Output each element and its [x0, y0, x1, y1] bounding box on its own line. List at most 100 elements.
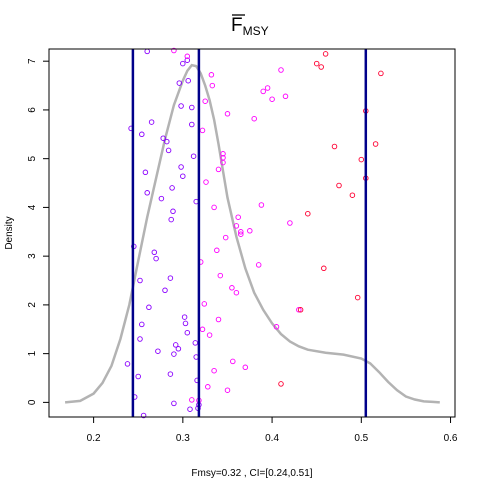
x-axis: 0.2 0.3 0.4 0.5 0.6: [87, 417, 458, 444]
data-point: [258, 202, 265, 208]
data-point: [378, 70, 384, 77]
data-point: [297, 307, 304, 313]
x-tick-label: 0.3: [176, 433, 190, 444]
data-point: [208, 72, 215, 78]
data-point: [151, 249, 158, 256]
data-point: [169, 185, 175, 191]
data-point: [189, 121, 195, 128]
data-point: [162, 287, 168, 294]
data-point: [273, 324, 280, 330]
data-point: [137, 336, 143, 342]
data-point: [192, 340, 199, 346]
data-point: [178, 164, 184, 170]
data-point: [168, 216, 174, 223]
data-point: [313, 60, 320, 67]
y-tick-label: 3: [27, 253, 38, 259]
data-point: [190, 153, 197, 159]
data-point: [247, 228, 253, 234]
data-point: [175, 346, 182, 352]
data-point: [164, 138, 170, 145]
x-tick-label: 0.6: [444, 433, 458, 444]
x-axis-sublabel: Fmsy=0.32 , CI=[0.24,0.51]: [191, 468, 312, 479]
data-point: [172, 342, 179, 348]
data-point: [139, 131, 145, 138]
data-point: [202, 98, 208, 104]
data-point: [199, 127, 206, 134]
data-point: [199, 326, 206, 333]
y-tick-label: 6: [27, 107, 38, 113]
data-point: [139, 321, 145, 328]
data-point: [242, 364, 249, 371]
title: FMSY: [231, 14, 269, 38]
data-point: [201, 301, 208, 307]
data-point: [181, 314, 188, 320]
data-point: [171, 400, 177, 407]
x-tick-label: 0.2: [87, 433, 101, 444]
data-point: [354, 294, 361, 301]
data-point: [140, 412, 147, 419]
y-axis: 0 1 2 3 4 5 6 7: [27, 58, 49, 405]
data-point: [372, 141, 379, 147]
data-point: [331, 143, 338, 150]
data-point: [336, 182, 342, 189]
data-point: [260, 88, 266, 95]
x-tick-label: 0.5: [354, 433, 368, 444]
data-point: [287, 220, 293, 226]
data-point: [184, 329, 191, 336]
data-point: [230, 358, 236, 365]
data-point: [124, 361, 131, 367]
data-point: [224, 387, 231, 393]
y-tick-label: 5: [27, 155, 38, 161]
data-point: [255, 262, 262, 268]
x-tick-label: 0.4: [265, 433, 279, 444]
data-point: [296, 307, 302, 313]
data-point: [144, 190, 150, 196]
data-point: [251, 115, 257, 122]
data-point: [358, 156, 365, 163]
data-point: [171, 47, 177, 54]
data-point: [148, 119, 155, 125]
data-point: [167, 275, 174, 281]
data-point: [135, 373, 141, 380]
data-point: [214, 247, 220, 254]
data-point: [184, 57, 191, 63]
data-point: [264, 85, 271, 91]
data-point: [305, 210, 311, 217]
data-point: [211, 367, 217, 374]
data-point: [167, 371, 174, 377]
data-point: [217, 272, 224, 279]
data-point: [180, 173, 186, 179]
points-layer: [124, 47, 384, 419]
y-axis-label: Density: [4, 216, 15, 249]
data-point: [142, 169, 149, 176]
data-point: [160, 135, 166, 141]
data-point: [220, 154, 226, 161]
data-point: [184, 53, 191, 60]
data-point: [203, 179, 209, 185]
data-point: [278, 67, 284, 73]
data-point: [155, 348, 161, 354]
data-point: [318, 64, 324, 70]
data-point: [178, 103, 184, 109]
data-point: [233, 289, 240, 296]
data-point: [189, 397, 195, 403]
chart-title: FMSY: [231, 15, 269, 38]
data-point: [269, 96, 275, 102]
data-point: [171, 351, 177, 357]
y-tick-label: 7: [27, 58, 38, 64]
data-point: [185, 77, 191, 84]
density-curve: [64, 63, 440, 404]
data-point: [349, 192, 356, 198]
data-point: [211, 204, 217, 211]
data-point: [233, 223, 240, 229]
data-point: [153, 255, 159, 262]
data-point: [215, 166, 222, 173]
y-tick-label: 2: [27, 302, 38, 308]
data-point: [158, 195, 165, 202]
data-point: [209, 82, 216, 89]
data-point: [238, 229, 244, 235]
data-point: [187, 406, 193, 412]
data-point: [235, 214, 241, 220]
title-subscript: MSY: [243, 24, 269, 38]
